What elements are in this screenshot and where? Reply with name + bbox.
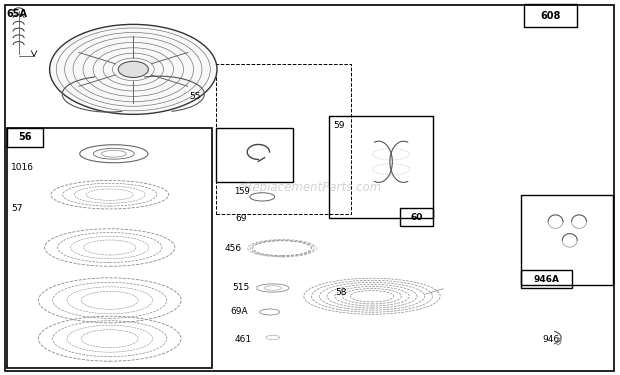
Bar [521,195,613,285]
Text: 608: 608 [540,11,560,21]
Bar [329,116,433,218]
Bar [524,4,577,27]
Bar [216,128,293,182]
Text: 57: 57 [11,204,23,213]
Text: 55: 55 [189,92,201,101]
Text: 60: 60 [410,213,422,222]
Text: 946: 946 [542,334,560,344]
Text: 456: 456 [224,244,242,253]
Text: 58: 58 [335,288,347,297]
Text: 159: 159 [234,187,250,196]
Bar [400,208,433,226]
Text: 56: 56 [19,132,32,142]
Text: 946A: 946A [533,274,559,284]
Text: 461: 461 [234,334,252,344]
Bar [7,128,43,147]
Text: 1016: 1016 [11,163,34,172]
Text: eReplacementParts.com: eReplacementParts.com [238,181,382,194]
Text: 69A: 69A [231,308,248,316]
Text: 515: 515 [232,283,250,292]
Text: 69: 69 [236,214,247,223]
Bar [216,64,351,214]
Text: 59: 59 [334,121,345,130]
Ellipse shape [50,24,217,114]
Ellipse shape [118,61,148,78]
Bar [521,270,572,288]
Bar [7,128,212,368]
Text: 65A: 65A [6,9,27,20]
